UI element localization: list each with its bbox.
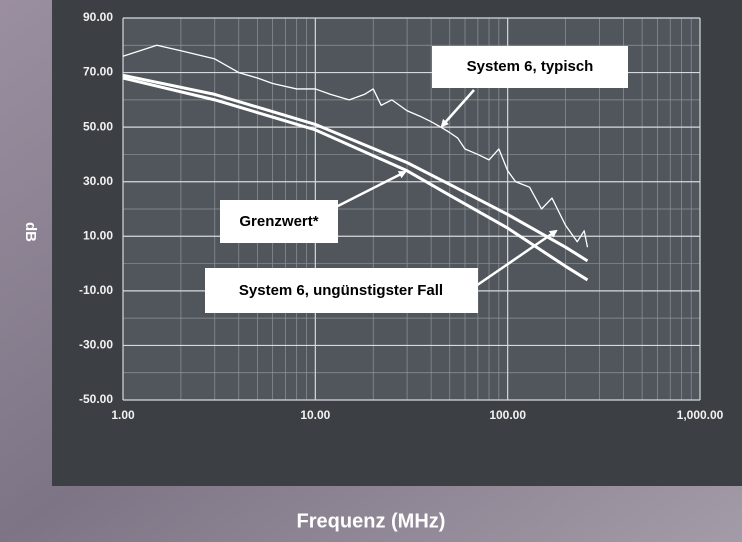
y-tick-label: -30.00: [79, 338, 113, 352]
page: {"chart_data": {"type": "line", "x_label…: [0, 0, 742, 542]
y-tick-label: -10.00: [79, 283, 113, 297]
x-tick-label: 10.00: [300, 408, 330, 422]
annotation-text: Grenzwert*: [239, 213, 318, 230]
annotation-text: System 6, typisch: [467, 58, 594, 75]
y-axis-label: dB: [22, 222, 39, 242]
y-tick-label: 30.00: [83, 174, 113, 188]
y-tick-label: 50.00: [83, 119, 113, 133]
x-tick-label: 1,000.00: [677, 408, 724, 422]
x-tick-label: 100.00: [489, 408, 526, 422]
y-tick-label: 70.00: [83, 65, 113, 79]
x-tick-label: 1.00: [111, 408, 135, 422]
y-tick-label: 90.00: [83, 10, 113, 24]
annotation-text: System 6, ungünstigster Fall: [239, 282, 443, 299]
chart: 90.00 70.00 50.00 30.00 10.00 -10.00 -30.00 -50…: [0, 0, 742, 542]
x-axis-label: Frequenz (MHz): [297, 510, 446, 532]
y-tick-label: 10.00: [83, 228, 113, 242]
y-tick-label: -50.00: [79, 392, 113, 406]
